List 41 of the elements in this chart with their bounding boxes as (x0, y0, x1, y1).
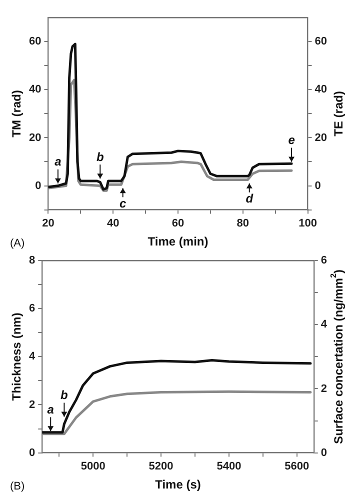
annotation: a (54, 154, 62, 169)
text: (A) (10, 238, 25, 250)
y2-tick-label: 60 (314, 36, 328, 48)
y2-tick-label: 2 (320, 382, 328, 395)
y-tick-label: 0 (35, 180, 42, 192)
annotation: e (288, 133, 296, 148)
y2-tick-label: 0 (314, 180, 321, 192)
y-tick-label: 8 (28, 254, 36, 267)
x-tick-label: 5200 (148, 460, 174, 472)
y-axis-title: TM (rad) (9, 90, 24, 138)
x-tick-label: 20 (42, 217, 54, 230)
y-tick-label: 0 (28, 446, 36, 459)
x-axis-title: Time (s) (155, 477, 201, 492)
annotation: d (246, 192, 254, 206)
y-tick-label: 20 (28, 132, 42, 144)
y2-tick-label: 6 (320, 254, 328, 267)
y2-tick-label: 4 (320, 318, 328, 331)
x-tick-label: 60 (172, 217, 184, 230)
x-tick-label: 5400 (216, 460, 242, 472)
x-tick-label: 5600 (284, 460, 310, 472)
y2-tick-label: 40 (314, 84, 328, 96)
y-tick-label: 60 (28, 36, 42, 48)
annotation: b (60, 388, 68, 402)
y-tick-label: 40 (28, 84, 42, 96)
text: (B) (10, 480, 25, 493)
annotation: c (120, 196, 127, 210)
y2-axis-title: Surface concertation (ng/mm2) (329, 269, 346, 444)
annotation: a (47, 402, 54, 416)
x-axis-title: Time (min) (148, 234, 208, 248)
x-tick-label: 100 (298, 217, 317, 230)
y2-tick-label: 20 (314, 132, 328, 144)
x-tick-label: 80 (236, 217, 250, 230)
y-tick-label: 6 (28, 302, 36, 315)
x-tick-label: 5000 (80, 460, 106, 472)
y-tick-label: 4 (28, 350, 36, 363)
y2-tick-label: 0 (320, 446, 328, 459)
y-tick-label: 2 (28, 398, 36, 411)
annotation: b (96, 150, 104, 164)
x-tick-label: 40 (106, 217, 120, 230)
y-axis-title: Thickness (nm) (9, 312, 24, 401)
y2-axis-title: TE (rad) (331, 91, 346, 136)
